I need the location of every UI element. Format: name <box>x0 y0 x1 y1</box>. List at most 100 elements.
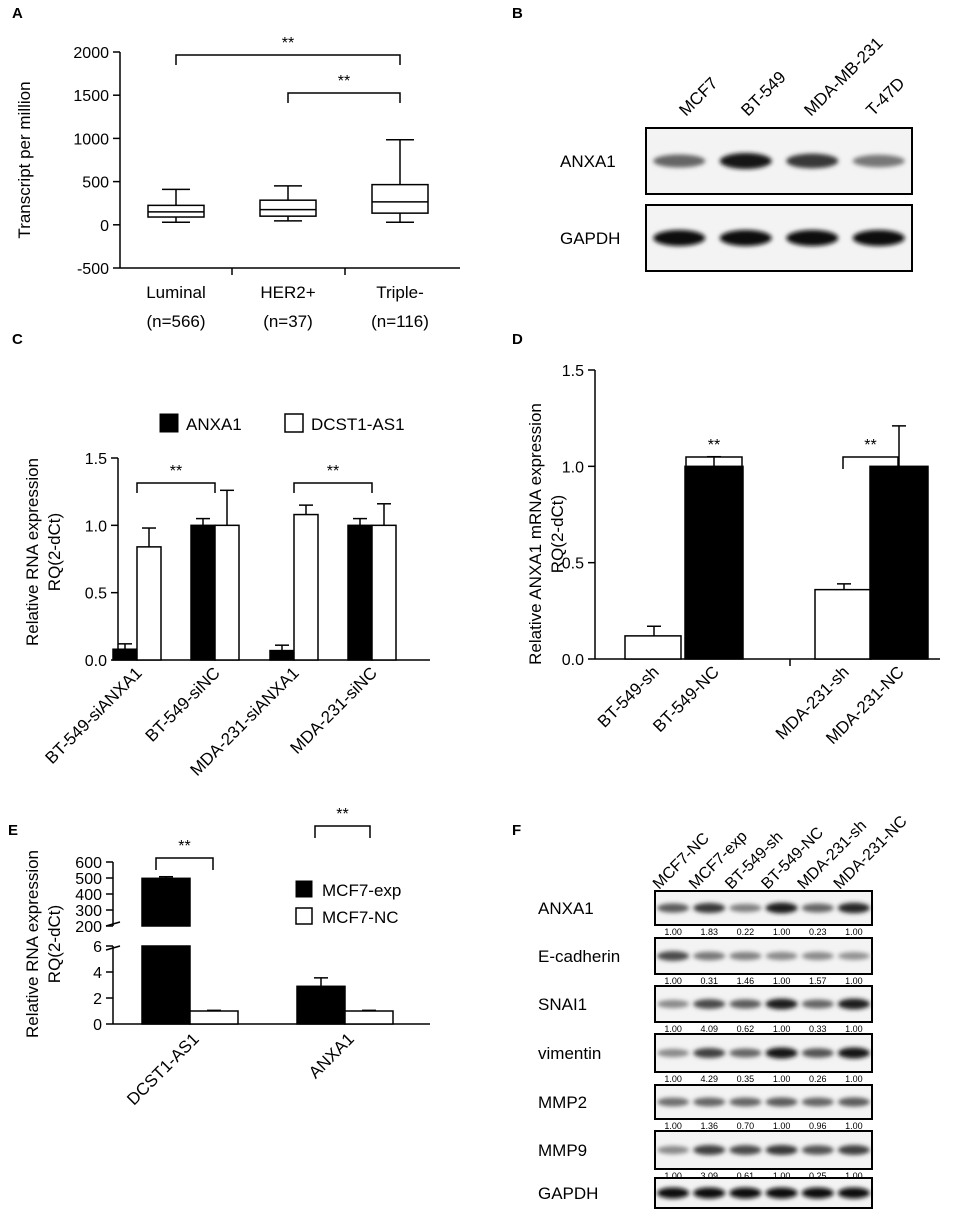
a-category-label: Luminal <box>146 283 206 302</box>
c-sig-1-stars: ** <box>170 463 182 480</box>
f-quant-value: 0.25 <box>809 1171 827 1181</box>
c-legend-label: DCST1-AS1 <box>311 415 405 434</box>
f-blot-vimentin-band <box>837 1047 870 1059</box>
a-category-label: (n=37) <box>263 312 313 331</box>
f-blot-e-cadherin-frame <box>654 937 873 975</box>
f-quant-value: 1.00 <box>845 1074 863 1084</box>
a-sig-2-stars: ** <box>338 73 350 90</box>
a-y-tick-label: 0 <box>100 218 109 235</box>
panel-label-b: B <box>512 5 523 22</box>
f-blot-mmp2-band <box>693 1097 726 1107</box>
d-y-tick-label: 0.5 <box>562 556 584 573</box>
f-blot-anxa1-band <box>657 903 690 913</box>
e-sig-1-stars: ** <box>178 838 190 855</box>
f-quant-value: 1.00 <box>664 976 682 986</box>
f-quant-value: 1.00 <box>845 1024 863 1034</box>
f-row-label: SNAI1 <box>538 995 587 1014</box>
f-blot-mmp2-band <box>765 1097 798 1107</box>
e-bar-mcf7-exp-upper <box>141 877 191 927</box>
b-blot-anxa1-band <box>852 154 905 168</box>
f-blot-snai1-band <box>801 999 834 1009</box>
c-y-tick-label: 1.5 <box>85 451 107 468</box>
f-blot-e-cadherin-band <box>693 951 726 961</box>
f-quant-value: 1.00 <box>664 1121 682 1131</box>
c-sig-2-stars: ** <box>327 463 339 480</box>
e-sig-2-bracket <box>314 825 371 838</box>
f-blot-mmp9-frame <box>654 1130 873 1170</box>
c-bar-dcst1-as1 <box>371 524 397 661</box>
b-blot-anxa1-band <box>653 154 706 168</box>
f-quant-value: 1.00 <box>845 927 863 937</box>
f-blot-gapdh-band <box>765 1187 798 1199</box>
d-sig-1-bracket <box>685 456 743 469</box>
b-blot-anxa1-band <box>719 153 772 169</box>
f-blot-snai1-band <box>693 999 726 1009</box>
f-blot-anxa1-band <box>837 902 870 914</box>
e-legend-swatch-exp <box>295 880 313 898</box>
c-legend-swatch-dcst1 <box>284 413 304 433</box>
c-y-axis-label: RQ(2-dCt) <box>45 513 64 591</box>
f-blot-anxa1-frame <box>654 890 873 926</box>
c-bar-anxa1 <box>112 648 138 661</box>
f-row-label: ANXA1 <box>538 899 594 918</box>
f-blot-mmp9-band <box>693 1145 726 1155</box>
a-category-label: HER2+ <box>260 283 315 302</box>
f-quant-value: 0.61 <box>737 1171 755 1181</box>
a-y-axis-label: Transcript per million <box>15 81 34 238</box>
a-sig-1-bracket <box>175 54 401 65</box>
f-quant-value: 1.00 <box>773 1074 791 1084</box>
f-blot-mmp2-band <box>657 1097 690 1107</box>
d-bar <box>869 465 929 660</box>
c-y-tick-label: 0.0 <box>85 653 107 670</box>
b-row-label: GAPDH <box>560 229 620 248</box>
f-quant-value: 0.26 <box>809 1074 827 1084</box>
f-blot-vimentin-frame <box>654 1033 873 1073</box>
e-y-tick-label: 2 <box>93 991 102 1008</box>
f-row-label: GAPDH <box>538 1184 598 1203</box>
a-sig-1-stars: ** <box>282 35 294 52</box>
f-blot-vimentin-band <box>765 1047 798 1059</box>
e-y-axis-label: RQ(2-dCt) <box>45 905 64 983</box>
panel-label-a: A <box>12 5 23 22</box>
f-quant-value: 1.46 <box>737 976 755 986</box>
d-bar <box>624 635 682 660</box>
f-quant-value: 3.09 <box>700 1171 718 1181</box>
e-axis-break-mark <box>105 945 121 951</box>
e-y-tick-label: 600 <box>75 855 102 872</box>
panel-label-d: D <box>512 331 523 348</box>
f-blot-vimentin-band <box>801 1048 834 1058</box>
f-blot-gapdh-band <box>801 1187 834 1199</box>
c-legend-swatch-anxa1 <box>159 413 179 433</box>
d-y-axis-label: RQ(2-dCt) <box>548 495 567 573</box>
c-sig-2-bracket <box>293 482 373 493</box>
f-quant-value: 0.33 <box>809 1024 827 1034</box>
a-category-label: (n=566) <box>146 312 205 331</box>
f-quant-value: 0.96 <box>809 1121 827 1131</box>
f-quant-value: 0.23 <box>809 927 827 937</box>
f-blot-vimentin-band <box>657 1048 690 1058</box>
f-blot-snai1-band <box>657 999 690 1009</box>
a-box <box>259 199 317 217</box>
e-y-tick-label: 200 <box>75 919 102 936</box>
panel-label-f: F <box>512 822 521 839</box>
a-y-tick-label: 1500 <box>73 88 109 105</box>
c-y-tick-label: 1.0 <box>85 518 107 535</box>
b-blot-gapdh-band <box>786 230 839 246</box>
d-y-axis-label: Relative ANXA1 mRNA expression <box>526 403 545 665</box>
a-y-tick-label: 2000 <box>73 45 109 62</box>
f-blot-gapdh-band <box>729 1187 762 1199</box>
f-blot-mmp9-band <box>801 1145 834 1155</box>
c-y-axis-label: Relative RNA expression <box>23 458 42 646</box>
c-sig-1-bracket <box>136 482 216 493</box>
f-blot-snai1-frame <box>654 985 873 1023</box>
panel-f-western-blot: MCF7-NCMCF7-expBT-549-shBT-549-NCMDA-231… <box>538 813 911 1209</box>
c-bar-anxa1 <box>269 649 295 661</box>
d-sig-1-stars: ** <box>708 437 720 454</box>
panel-label-c: C <box>12 331 23 348</box>
d-bar <box>684 465 744 660</box>
e-sig-2-stars: ** <box>336 806 348 823</box>
f-blot-mmp9-band <box>657 1145 690 1155</box>
b-row-label: ANXA1 <box>560 152 616 171</box>
